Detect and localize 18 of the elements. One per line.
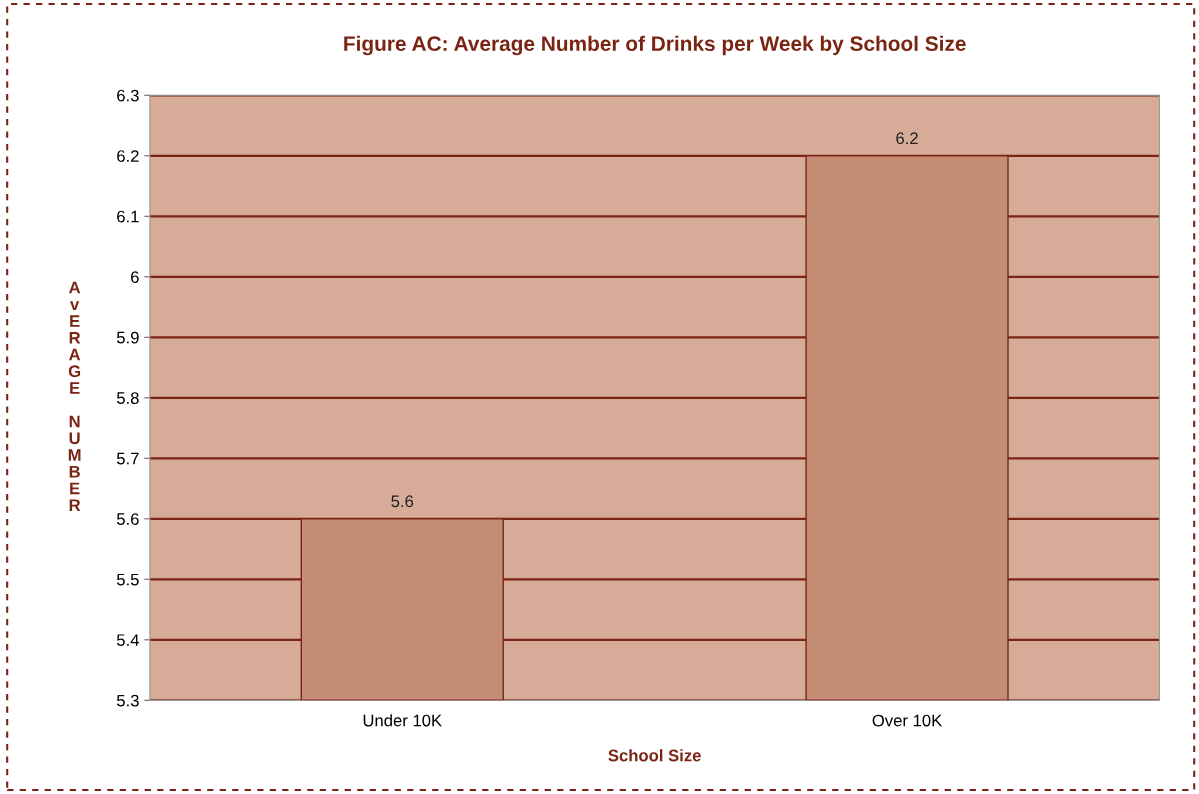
data-label: 6.2: [896, 132, 918, 145]
y-tick-label: 6.2: [117, 150, 139, 162]
chart-title: Figure AC: Average Number of Drinks per Week by School Size: [344, 35, 966, 56]
y-tick-label: 5.6: [116, 513, 139, 525]
data-label: 5.6: [391, 495, 414, 508]
x-tick-label: Over 10K: [872, 714, 943, 727]
y-tick-label: 5.8: [116, 392, 139, 404]
y-tick-label: 5.5: [116, 573, 139, 586]
y-tick-label: 5.4: [116, 634, 139, 647]
y-tick-label: 5.3: [116, 694, 139, 707]
x-tick-label: Under 10K: [363, 714, 442, 727]
y-tick-label: 5.9: [116, 331, 139, 344]
y-tick-label: 6: [131, 271, 139, 283]
text: AvERAGE NUMBER: [68, 281, 81, 511]
x-axis-title: School Size: [608, 749, 701, 762]
y-tick-label: 6.3: [117, 89, 139, 102]
y-tick-label: 5.7: [116, 452, 139, 465]
y-tick-label: 6.1: [117, 210, 139, 223]
